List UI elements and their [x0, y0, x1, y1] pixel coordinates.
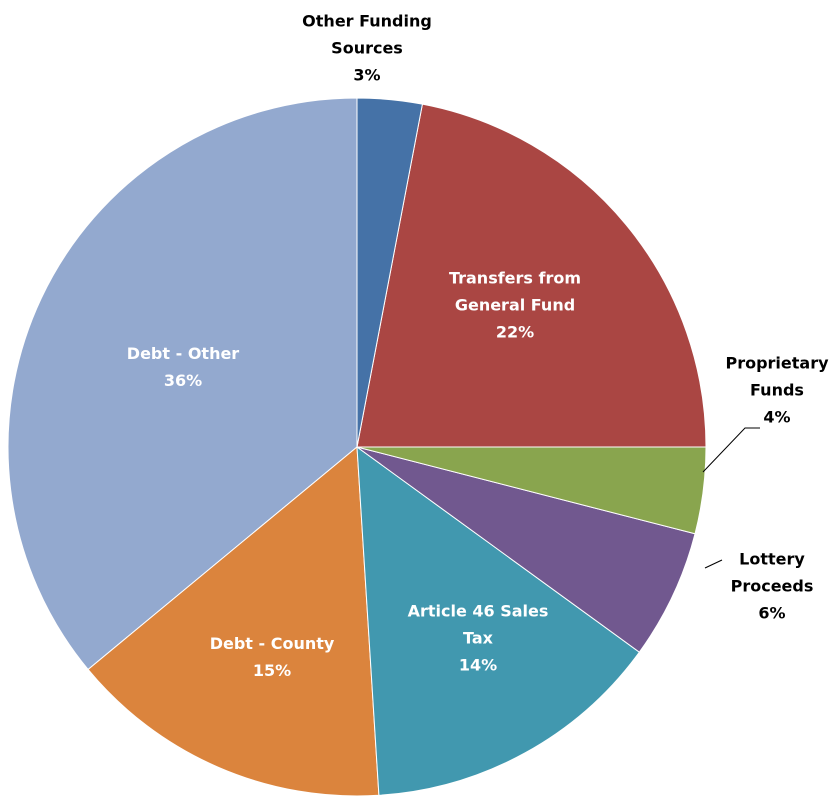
- value-label: 4%: [763, 407, 791, 427]
- slice-label: Proprietary Funds 4%: [722, 350, 832, 431]
- value-label: 15%: [252, 661, 292, 680]
- leader-line: [702, 427, 760, 473]
- pie-slice: [7, 97, 358, 671]
- category-label: Transfers from General Fund: [448, 268, 582, 315]
- category-label: Other Funding Sources: [302, 11, 432, 58]
- category-label: Article 46 Sales Tax: [407, 601, 549, 648]
- category-label: Debt - County: [209, 634, 335, 653]
- pie-slice: [356, 446, 696, 653]
- value-label: 14%: [458, 655, 498, 675]
- category-label: Debt - Other: [126, 344, 240, 363]
- slice-label: Article 46 Sales Tax 14%: [396, 598, 561, 679]
- pie-slice: [356, 97, 423, 448]
- slice-label: Transfers from General Fund 22%: [440, 265, 590, 346]
- pie-slice: [356, 445, 641, 796]
- value-label: 3%: [353, 65, 381, 85]
- leader-line: [704, 559, 723, 569]
- category-label: Proprietary Funds: [725, 353, 829, 400]
- slice-label: Debt - County 15%: [192, 630, 352, 684]
- slice-label: Other Funding Sources 3%: [297, 8, 437, 89]
- value-label: 22%: [495, 322, 535, 342]
- pie-slice: [356, 103, 707, 448]
- slice-label: Lottery Proceeds 6%: [722, 546, 822, 627]
- value-label: 6%: [758, 603, 786, 623]
- value-label: 36%: [163, 371, 203, 390]
- slice-label: Debt - Other 36%: [108, 340, 258, 394]
- category-label: Lottery Proceeds: [730, 549, 814, 596]
